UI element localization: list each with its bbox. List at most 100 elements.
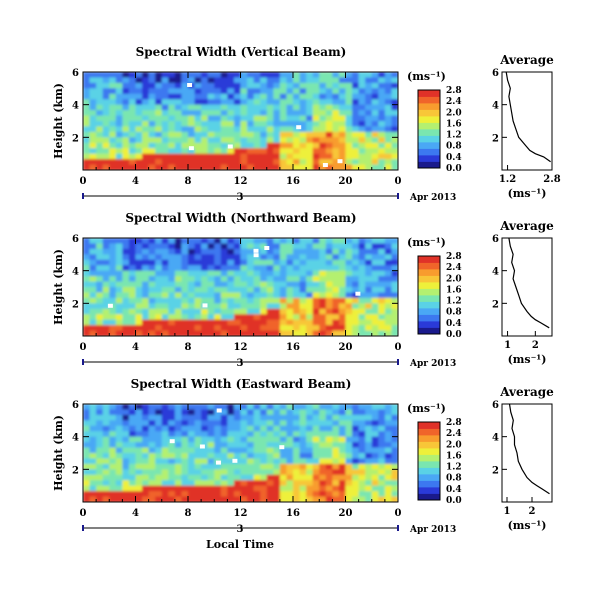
heatmap-cell [319, 308, 327, 315]
heatmap-cell [233, 297, 242, 304]
heatmap-cell [286, 72, 294, 79]
heatmap-cell [207, 447, 215, 454]
heatmap-cell [207, 420, 215, 427]
heatmap-cell [155, 99, 163, 106]
heatmap-cell [174, 259, 183, 266]
heatmap-cell [220, 319, 228, 326]
heatmap-cell [188, 115, 196, 122]
heatmap-cell [299, 292, 307, 299]
heatmap-cell [135, 287, 143, 294]
heatmap-cell [325, 463, 333, 470]
colorbar-swatch [418, 493, 440, 501]
heatmap-cell [240, 463, 248, 470]
heatmap-cell [83, 99, 91, 106]
heatmap-cell [227, 259, 235, 266]
heatmap-cell [352, 442, 360, 449]
heatmap-cell [96, 153, 104, 160]
heatmap-cell [391, 469, 398, 476]
heatmap-cell [306, 148, 314, 155]
heatmap-cell [142, 436, 150, 443]
heatmap-cell [109, 404, 117, 411]
heatmap-cell [233, 425, 242, 432]
heatmap-cell [233, 110, 242, 117]
heatmap-cell [155, 93, 163, 100]
heatmap-cell [115, 77, 123, 84]
heatmap-cell [155, 491, 163, 498]
heatmap-cell [155, 243, 163, 250]
heatmap-cell [338, 414, 347, 421]
heatmap-cell [338, 404, 347, 411]
heatmap-cell [128, 77, 137, 84]
heatmap-cell [332, 148, 340, 155]
heatmap-cell [168, 319, 176, 326]
heatmap-cell [325, 431, 333, 438]
heatmap-cell [102, 404, 110, 411]
heatmap-cell [365, 303, 373, 310]
heatmap-cell [253, 93, 261, 100]
heatmap-cell [286, 115, 294, 122]
heatmap-cell [161, 153, 169, 160]
heatmap-cell [352, 404, 360, 411]
heatmap-cell [279, 287, 288, 294]
heatmap-cell [220, 254, 228, 261]
heatmap-cell [365, 420, 373, 427]
heatmap-cell [89, 148, 97, 155]
heatmap-cell [365, 131, 373, 138]
heatmap-cell [286, 164, 294, 170]
colorbar-swatch [418, 122, 440, 130]
heatmap-cell [122, 453, 130, 460]
heatmap-cell [338, 115, 347, 122]
colorbar-swatch [418, 161, 440, 169]
heatmap-cell [358, 425, 366, 432]
heatmap-cell [253, 254, 261, 261]
heatmap-cell [312, 485, 320, 492]
heatmap-cell [273, 137, 281, 144]
heatmap-cell [128, 82, 137, 89]
heatmap-cell [128, 308, 137, 315]
heatmap-cell [299, 93, 307, 100]
heatmap-cell [260, 153, 268, 160]
heatmap-cell [102, 93, 110, 100]
heatmap-cell [135, 442, 143, 449]
heatmap-cell [96, 442, 104, 449]
heatmap-cell [194, 425, 202, 432]
heatmap-cell [194, 442, 202, 449]
heatmap-cell [247, 148, 255, 155]
heatmap-cell [378, 281, 386, 288]
heatmap-cell [266, 270, 274, 277]
heatmap-cell [135, 281, 143, 288]
heatmap-cell [135, 254, 143, 261]
heatmap-cell [286, 414, 294, 421]
heatmap-cell [122, 126, 130, 133]
heatmap-cell [161, 496, 169, 502]
date-label: Apr 2013 [409, 193, 456, 203]
heatmap-cell [325, 126, 333, 133]
heatmap-cell [345, 420, 353, 427]
heatmap-cell [260, 319, 268, 326]
heatmap-cell [122, 276, 130, 283]
heatmap-cell [128, 259, 137, 266]
heatmap-cell [247, 131, 255, 138]
heatmap-cell [89, 93, 97, 100]
heatmap-cell [299, 72, 307, 79]
heatmap-cell [142, 110, 150, 117]
heatmap-cell [273, 414, 281, 421]
colorbar: 0.00.40.81.21.62.02.42.8 [417, 252, 462, 340]
heatmap-cell [260, 110, 268, 117]
heatmap-cell [148, 458, 156, 465]
heatmap-cell [253, 121, 261, 128]
heatmap-cell [345, 308, 353, 315]
heatmap-cell [266, 121, 274, 128]
heatmap-cell [358, 159, 366, 166]
heatmap-cell [371, 104, 379, 111]
heatmap-cell [188, 436, 196, 443]
heatmap-cell [312, 270, 320, 277]
heatmap-cell [253, 265, 261, 272]
heatmap-cell [240, 77, 248, 84]
heatmap-cell [352, 491, 360, 498]
heatmap-cell [319, 409, 327, 416]
heatmap-cell [201, 110, 209, 117]
heatmap-cell [247, 153, 255, 160]
heatmap-cell [188, 474, 196, 481]
heatmap-cell [214, 281, 222, 288]
